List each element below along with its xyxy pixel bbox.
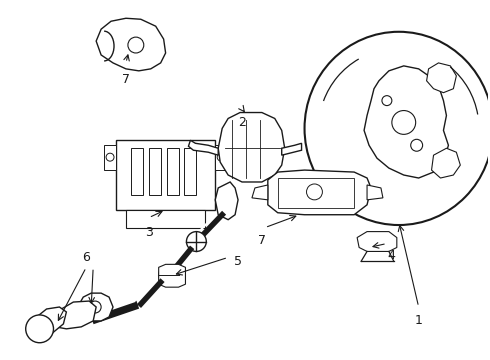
Circle shape: [411, 139, 422, 151]
Polygon shape: [159, 264, 185, 287]
Polygon shape: [131, 148, 143, 195]
Circle shape: [159, 265, 178, 285]
Polygon shape: [367, 185, 383, 200]
Polygon shape: [96, 18, 166, 71]
Circle shape: [106, 153, 114, 161]
Polygon shape: [55, 301, 96, 329]
Polygon shape: [126, 210, 205, 228]
Circle shape: [392, 111, 416, 134]
Polygon shape: [215, 145, 227, 170]
Polygon shape: [278, 178, 354, 208]
Polygon shape: [282, 143, 301, 155]
Polygon shape: [79, 293, 113, 321]
Polygon shape: [184, 148, 196, 195]
Text: 1: 1: [415, 314, 422, 327]
Polygon shape: [215, 182, 238, 220]
Polygon shape: [116, 140, 215, 210]
Circle shape: [187, 231, 206, 251]
Polygon shape: [104, 145, 116, 170]
Polygon shape: [149, 148, 161, 195]
Circle shape: [382, 96, 392, 105]
Circle shape: [307, 184, 322, 200]
Circle shape: [89, 301, 101, 313]
Polygon shape: [432, 148, 460, 178]
Text: 6: 6: [82, 251, 90, 264]
Text: 7: 7: [258, 234, 266, 247]
Text: 3: 3: [145, 226, 153, 239]
Polygon shape: [268, 170, 371, 215]
Text: 2: 2: [238, 116, 246, 129]
Polygon shape: [427, 63, 456, 93]
Polygon shape: [167, 148, 178, 195]
Text: 4: 4: [387, 249, 395, 262]
Circle shape: [128, 37, 144, 53]
Circle shape: [25, 315, 53, 343]
Circle shape: [217, 153, 225, 161]
Text: 7: 7: [122, 73, 130, 86]
Polygon shape: [252, 185, 268, 200]
Polygon shape: [189, 140, 218, 155]
Polygon shape: [218, 113, 285, 182]
Ellipse shape: [305, 32, 490, 225]
Polygon shape: [364, 66, 448, 178]
Polygon shape: [30, 307, 66, 337]
Text: 5: 5: [234, 255, 242, 268]
Polygon shape: [357, 231, 397, 251]
